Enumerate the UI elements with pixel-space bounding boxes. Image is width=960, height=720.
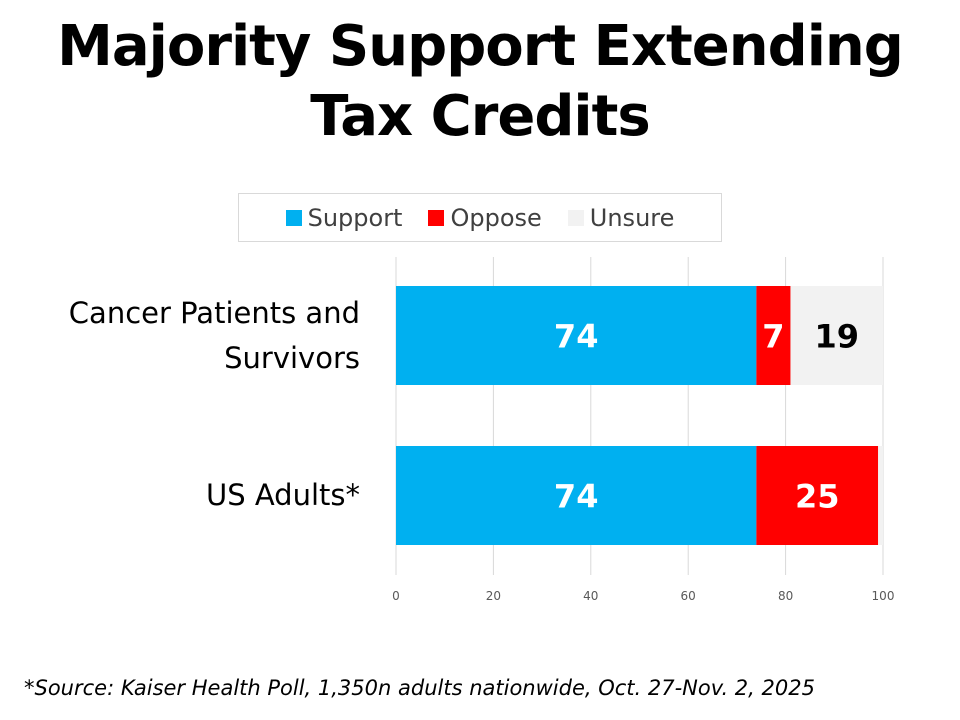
chart-title: Majority Support Extending Tax Credits (57, 14, 904, 149)
data-label: 74 (554, 318, 599, 356)
bar-oppose (756, 286, 791, 385)
legend-label: Oppose (450, 203, 542, 232)
legend-swatch-support (285, 209, 302, 226)
bar-support (396, 286, 757, 385)
legend-label: Unsure (589, 203, 675, 232)
x-tick-label: 60 (681, 589, 696, 603)
legend-item-unsure: Unsure (567, 203, 675, 232)
legend-item-oppose: Oppose (428, 203, 542, 232)
bar-unsure (878, 446, 883, 545)
legend-swatch-oppose (428, 209, 445, 226)
bar-support (396, 446, 757, 545)
x-tick-label: 40 (583, 589, 598, 603)
legend-label: Support (307, 203, 403, 232)
category-label: Cancer Patients and Survivors (68, 296, 360, 375)
x-tick-label: 0 (392, 589, 400, 603)
data-label: 25 (795, 478, 840, 516)
x-tick-label: 20 (486, 589, 501, 603)
footnote: *Source: Kaiser Health Poll, 1,350n adul… (24, 676, 815, 700)
data-label: 7 (762, 318, 784, 356)
legend-item-support: Support (285, 203, 403, 232)
category-label: US Adults* (205, 478, 360, 512)
x-tick-label: 80 (778, 589, 793, 603)
legend-swatch-unsure (567, 209, 584, 226)
data-label: 74 (554, 478, 599, 516)
bar-unsure (790, 286, 883, 385)
legend: Support Oppose Unsure (238, 193, 722, 242)
data-label: 19 (814, 318, 859, 356)
x-tick-label: 100 (872, 589, 895, 603)
bar-oppose (756, 446, 879, 545)
